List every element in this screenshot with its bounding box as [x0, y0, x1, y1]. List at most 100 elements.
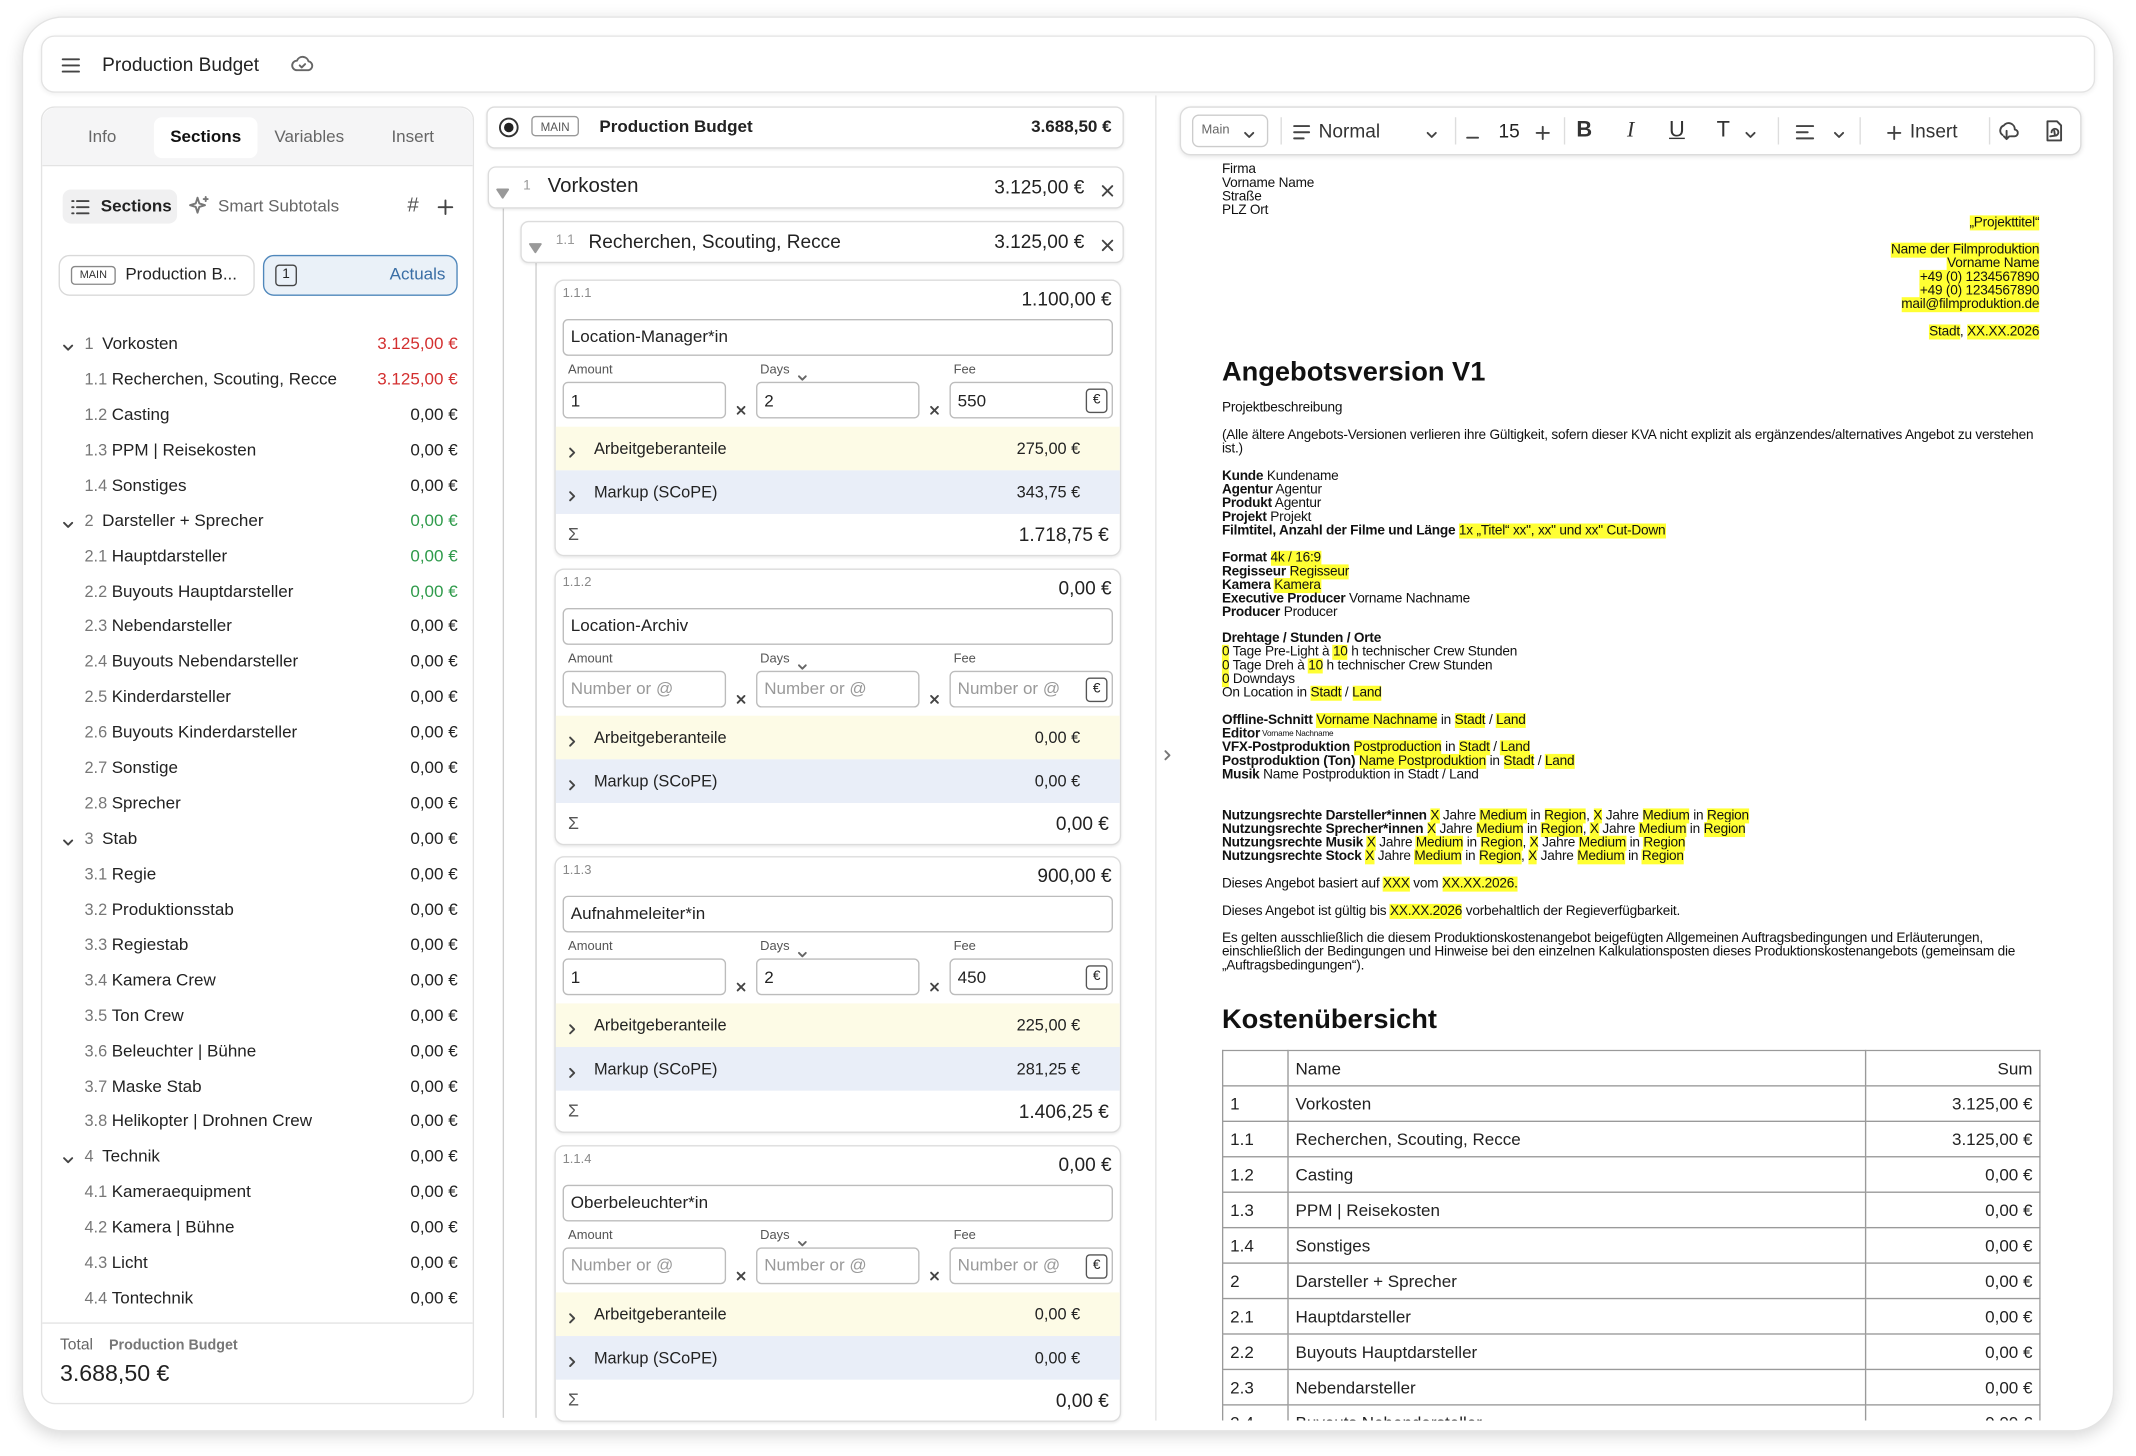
tree-label[interactable]: Recherchen, Scouting, Recce: [111, 369, 337, 389]
doc-text: Name Postproduktion: [1358, 753, 1487, 769]
amount-input[interactable]: [562, 381, 727, 419]
radio[interactable]: [498, 117, 519, 138]
name-input[interactable]: [562, 1184, 1113, 1222]
tree-label[interactable]: Buyouts Hauptdarsteller: [111, 581, 294, 601]
name-input[interactable]: [562, 895, 1113, 933]
doc-text: Stadt: [1458, 740, 1490, 756]
budget-selector[interactable]: [58, 254, 255, 296]
collapse-triangle[interactable]: [496, 181, 510, 199]
employer-row[interactable]: [555, 1292, 1120, 1336]
doc-text: Kundename: [1263, 468, 1339, 484]
tree-label[interactable]: Buyouts Kinderdarsteller: [111, 722, 298, 742]
tree-label[interactable]: Produktionsstab: [111, 899, 234, 919]
days-input[interactable]: [756, 381, 920, 419]
markup-value: 343,75 €: [1016, 482, 1081, 502]
amount-value: Number or @: [570, 1256, 674, 1276]
format-button[interactable]: I: [1626, 118, 1635, 142]
tree-label[interactable]: Technik: [102, 1147, 160, 1167]
format-button[interactable]: B: [1576, 118, 1593, 142]
tree-label[interactable]: PPM | Reisekosten: [111, 440, 257, 460]
amount-input[interactable]: [562, 958, 727, 996]
collapse-triangle[interactable]: [528, 236, 543, 254]
format-button[interactable]: U: [1669, 118, 1685, 142]
employer-row[interactable]: [555, 1003, 1120, 1048]
markup-label: Markup (SCoPE): [593, 1059, 718, 1079]
tree-label[interactable]: Regiestab: [111, 934, 189, 955]
tree-label[interactable]: Beleuchter | Bühne: [111, 1041, 257, 1061]
employer-row[interactable]: [555, 715, 1120, 759]
align-icon[interactable]: [1795, 123, 1815, 140]
tree-label[interactable]: Ton Crew: [111, 1005, 184, 1025]
tree-label[interactable]: Sprecher: [111, 793, 181, 813]
insert-button[interactable]: Insert: [1909, 119, 1958, 142]
doc-text: X: [1528, 849, 1538, 865]
insert-plus[interactable]: [1887, 123, 1902, 141]
tree-label[interactable]: Licht: [111, 1253, 148, 1273]
doc-text: Projekt: [1221, 509, 1267, 525]
tree-label[interactable]: Vorkosten: [102, 334, 178, 354]
main-title: Production Budget: [599, 117, 753, 137]
table-cell: 2: [1221, 1262, 1289, 1300]
tree-label[interactable]: Buyouts Nebendarsteller: [111, 652, 299, 672]
style-select[interactable]: Normal: [1318, 119, 1381, 142]
cloud-icon: [290, 55, 315, 73]
sparkle-icon[interactable]: [188, 195, 211, 217]
name-input[interactable]: [562, 319, 1113, 356]
tree-label[interactable]: Kamera | Bühne: [111, 1217, 235, 1237]
sync-icon[interactable]: [1997, 121, 2019, 141]
amount-input[interactable]: [562, 1247, 727, 1284]
font-size: 15: [1498, 119, 1520, 142]
days-input[interactable]: [756, 1247, 920, 1284]
tree-label[interactable]: Sonstiges: [111, 475, 187, 495]
cloud-icon-part: [291, 55, 314, 72]
table-cell: 1.4: [1221, 1226, 1289, 1264]
tree-label[interactable]: Casting: [111, 404, 170, 424]
decrease-size[interactable]: [1466, 125, 1480, 139]
tree-label[interactable]: Helikopter | Drohnen Crew: [111, 1111, 313, 1131]
tab[interactable]: Info: [87, 126, 117, 146]
markup-row[interactable]: [555, 470, 1120, 514]
tree-label[interactable]: Regie: [111, 864, 157, 884]
doc-text: Vorname Nachname: [1345, 591, 1470, 607]
increase-size[interactable]: [1535, 123, 1550, 141]
tree-label[interactable]: Nebendarsteller: [111, 616, 232, 636]
tab[interactable]: Insert: [391, 126, 435, 146]
tree-label[interactable]: Sonstige: [111, 758, 178, 778]
fee-input[interactable]: [949, 958, 1113, 996]
tree-label[interactable]: Maske Stab: [111, 1076, 202, 1096]
name-input[interactable]: [562, 607, 1113, 645]
add-button[interactable]: [437, 198, 454, 215]
fee-input[interactable]: [949, 381, 1113, 419]
doc-heading: Kostenübersicht: [1222, 1003, 2039, 1036]
main-badge: MAIN: [540, 119, 570, 133]
tree-label[interactable]: Kamera Crew: [111, 970, 216, 990]
actuals-selector[interactable]: [262, 254, 458, 296]
tree-label[interactable]: Kinderdarsteller: [111, 687, 231, 707]
amount-input[interactable]: [562, 670, 727, 707]
menu-icon[interactable]: [61, 56, 80, 73]
fee-input[interactable]: [949, 670, 1113, 707]
markup-row[interactable]: [555, 1335, 1120, 1380]
format-button[interactable]: T: [1716, 118, 1730, 142]
editor-toolbar: [1179, 106, 2082, 156]
days-input[interactable]: [756, 670, 920, 707]
table-cell: Sonstiges: [1287, 1226, 1867, 1264]
employer-row[interactable]: [555, 426, 1120, 471]
export-icon[interactable]: [2043, 120, 2063, 142]
doc-select[interactable]: [1191, 114, 1269, 148]
tree-label[interactable]: Darsteller + Sprecher: [102, 510, 264, 530]
fee-input[interactable]: [949, 1247, 1113, 1284]
tree-label[interactable]: Kameraequipment: [111, 1182, 251, 1202]
tab[interactable]: Variables: [274, 126, 345, 146]
markup-row[interactable]: [555, 1047, 1120, 1091]
days-input[interactable]: [756, 958, 920, 996]
tree-value: 0,00 €: [410, 687, 458, 707]
tree-label[interactable]: Hauptdarsteller: [111, 546, 228, 566]
doc-paragraph: „Projekttitel“: [1222, 215, 2039, 231]
doc-text: XX.XX.2026.: [1441, 876, 1518, 892]
hash-button[interactable]: #: [407, 193, 419, 217]
tab[interactable]: Sections: [170, 126, 242, 146]
markup-row[interactable]: [555, 758, 1120, 803]
tree-label[interactable]: Tontechnik: [111, 1288, 194, 1308]
tree-label[interactable]: Stab: [102, 828, 138, 848]
